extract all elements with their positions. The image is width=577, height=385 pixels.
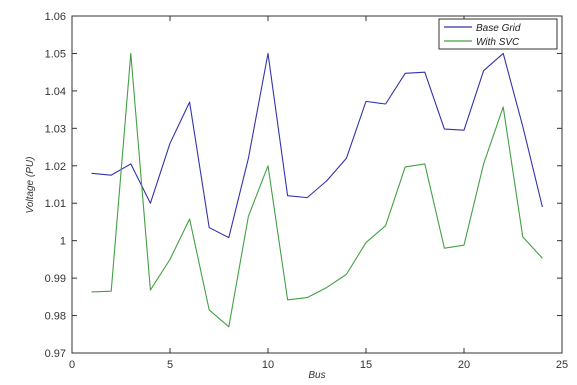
- y-tick-label: 1.04: [45, 86, 66, 98]
- x-tick-label: 0: [69, 359, 75, 371]
- y-tick-label: 1.01: [45, 198, 66, 210]
- x-tick-label: 10: [262, 359, 274, 371]
- y-tick-label: 0.99: [45, 273, 66, 285]
- series-line-with-svc: [91, 52, 543, 328]
- x-axis-label: Bus: [308, 370, 325, 381]
- plot-area: [71, 15, 563, 354]
- legend-label-base-grid: Base Grid: [476, 23, 521, 34]
- x-tick-label: 25: [556, 359, 568, 371]
- legend: Base Grid With SVC: [438, 18, 558, 50]
- y-tick-label: 1: [60, 236, 66, 248]
- legend-label-with-svc: With SVC: [476, 37, 520, 48]
- y-axis-label: Voltage (PU): [25, 157, 36, 214]
- y-tick-label: 1.02: [45, 161, 66, 173]
- y-tick-label: 1.06: [45, 11, 66, 23]
- legend-box: [438, 18, 558, 50]
- series-layer: [91, 52, 543, 328]
- x-tick-label: 5: [167, 359, 173, 371]
- x-tick-label: 15: [360, 359, 372, 371]
- axis-ticks: 0 5 10 15 20 25 0.97 0.98 0.99 1 1.01 1.02 1.03 1.04 1…: [45, 11, 569, 371]
- y-tick-label: 1.05: [45, 48, 66, 60]
- x-tick-label: 20: [458, 359, 470, 371]
- y-tick-label: 1.03: [45, 123, 66, 135]
- series-line-base-grid: [91, 52, 543, 239]
- y-tick-label: 0.98: [45, 311, 66, 323]
- y-tick-label: 0.97: [45, 348, 66, 360]
